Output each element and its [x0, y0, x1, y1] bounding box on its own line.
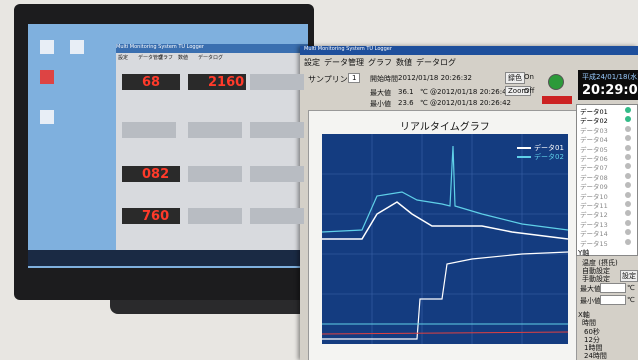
window-title: Multi Monitoring System TU Logger [300, 46, 638, 55]
legend-line [517, 147, 531, 149]
menu-item[interactable]: 数値 [396, 57, 412, 68]
empty-display [122, 122, 176, 138]
rec-value: On [524, 73, 534, 81]
min-field[interactable] [600, 295, 626, 305]
zoom-value: Off [524, 87, 534, 95]
menu-item[interactable]: 設定 [304, 57, 320, 68]
laptop-base [110, 300, 320, 314]
channel-lamp [625, 201, 631, 207]
channel-lamp [625, 126, 631, 132]
empty-display [188, 122, 242, 138]
date: 平成24/01/18(水) [582, 72, 638, 82]
channel-lamp [625, 220, 631, 226]
empty-display [188, 166, 242, 182]
range-option[interactable]: 24時間 [584, 351, 607, 360]
min-field-label: 最小値 [580, 296, 601, 306]
legend-label: データ02 [534, 152, 564, 162]
desktop-icon [70, 40, 84, 54]
menu-item[interactable]: データログ [416, 57, 456, 68]
menu-item[interactable]: 設定 [118, 54, 128, 61]
channel-lamp [625, 173, 631, 179]
empty-display [188, 208, 242, 224]
control-buttons[interactable] [542, 96, 572, 104]
display-value: 2160 [208, 75, 244, 90]
laptop-window-title: Multi Monitoring System TU Logger [116, 44, 308, 53]
desktop-icon [40, 70, 54, 84]
channel-lamp [625, 107, 631, 113]
max-time: @2012/01/18 20:26:40 [430, 88, 511, 96]
menu-item[interactable]: データログ [198, 54, 223, 61]
min-value: 23.6 [398, 99, 414, 107]
menu-item[interactable]: グラフ [158, 54, 173, 61]
channel-lamp [625, 192, 631, 198]
menu-item[interactable]: 数値 [178, 54, 188, 61]
clock: 20:29:07 [582, 83, 638, 98]
min-unit: ℃ [420, 99, 428, 107]
empty-display [250, 122, 304, 138]
menu-item[interactable]: データ管理 [324, 57, 364, 68]
max-field-label: 最大値 [580, 284, 601, 294]
empty-display [250, 74, 304, 90]
display-value: 68 [142, 75, 160, 90]
display-value: 760 [142, 209, 169, 224]
set-button[interactable]: 設定 [620, 270, 638, 282]
channel-lamp [625, 154, 631, 160]
min-label: 最小値 [370, 99, 391, 109]
menu-item[interactable]: グラフ [368, 57, 392, 68]
channel-lamp [625, 145, 631, 151]
status-lamp [548, 74, 564, 90]
channel-lamp [625, 239, 631, 245]
desktop-icon [40, 110, 54, 124]
legend-line [517, 156, 531, 158]
y-section: Y軸 [578, 248, 589, 258]
graph-title: リアルタイムグラフ [400, 118, 490, 133]
max-unit: ℃ [420, 88, 428, 96]
plot [322, 134, 568, 344]
min-deg: ℃ [627, 296, 635, 304]
empty-display [250, 208, 304, 224]
start-label: 開始時間 [370, 74, 398, 84]
start-value: 2012/01/18 20:26:32 [398, 74, 472, 82]
rec-label[interactable]: 録色 [505, 72, 525, 84]
display-value: 082 [142, 167, 169, 182]
max-deg: ℃ [627, 284, 635, 292]
max-field[interactable] [600, 283, 626, 293]
max-value: 36.1 [398, 88, 414, 96]
taskbar [28, 250, 308, 266]
channel[interactable]: データ15 [580, 238, 608, 248]
screenshot: Multi Monitoring System TU Logger Multi … [0, 0, 638, 360]
empty-display [250, 166, 304, 182]
sampling-value[interactable]: 1 [348, 73, 360, 83]
min-time: @2012/01/18 20:26:42 [430, 99, 511, 107]
max-label: 最大値 [370, 88, 391, 98]
desktop-icon [40, 40, 54, 54]
